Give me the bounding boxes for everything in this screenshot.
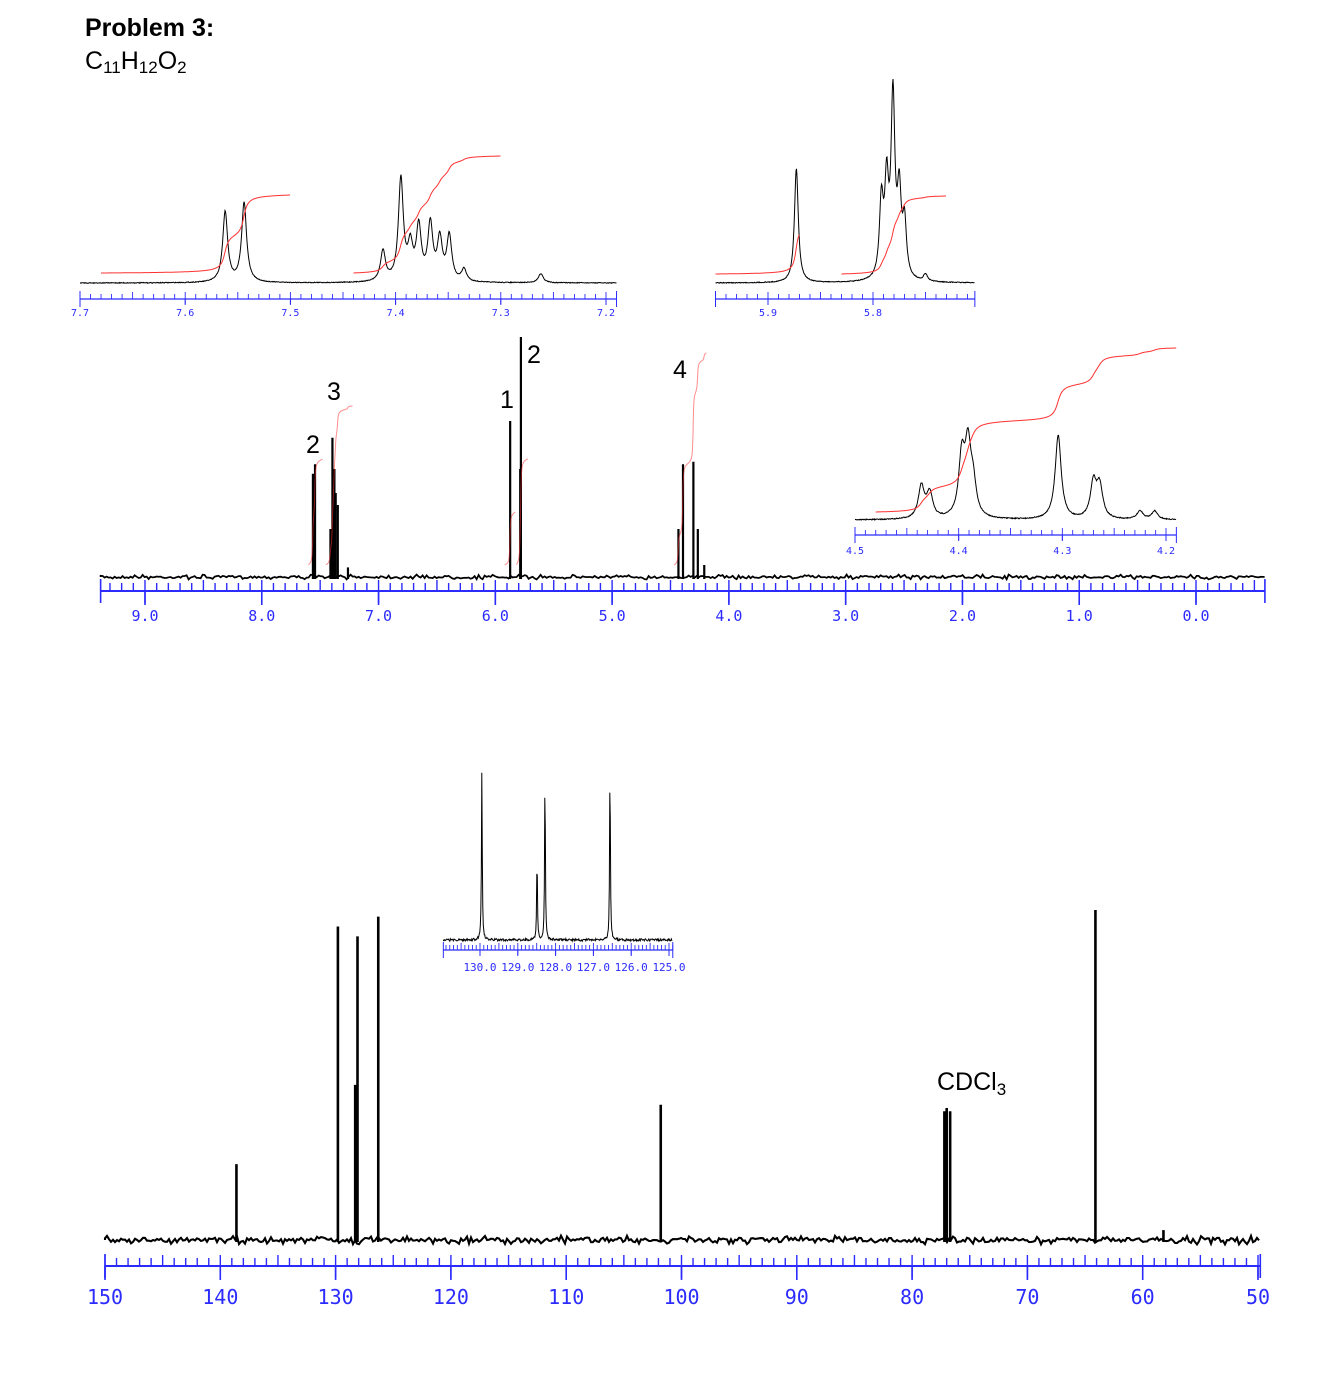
tick-label: 5.9: [759, 308, 777, 319]
tick-label: 2.0: [949, 607, 976, 625]
tick-label: 4.3: [1053, 546, 1071, 557]
tick-label: 3.0: [832, 607, 859, 625]
spectrum-h1: 9.0 8.0 7.0 6.0 5.0 4.0 3.0 2.0 1.0 0.023 124: [99, 337, 1266, 625]
tick-label: 129.0: [501, 961, 534, 974]
integral-label: 3: [327, 378, 341, 406]
tick-label: 140: [202, 1285, 238, 1309]
tick-label: 7.6: [176, 308, 194, 319]
solvent-label: CDCl3: [937, 1068, 1006, 1099]
tick-label: 6.0: [482, 607, 509, 625]
tick-label: 7.2: [597, 308, 615, 319]
spectrum-trace: [715, 78, 975, 284]
integral-curve: [673, 352, 707, 566]
spectrum-c13_inset: 130.0 129.0 128.0 127.0 126.0 125.0: [442, 772, 686, 974]
tick-label: 50: [1246, 1285, 1270, 1309]
tick-label: 60: [1131, 1285, 1155, 1309]
integral-curve: [353, 155, 501, 274]
tick-label: 126.0: [615, 961, 648, 974]
tick-label: 90: [785, 1285, 809, 1309]
molecular-formula: C11H12O2: [85, 47, 187, 78]
spectrum-c13: 150 140 130 120 110 100 90 80 70 60 50 CDCl3: [87, 910, 1270, 1309]
tick-label: 4.0: [715, 607, 742, 625]
problem-title: Problem 3:: [85, 14, 215, 42]
tick-label: 128.0: [539, 961, 572, 974]
formula-o-count: 2: [177, 58, 187, 77]
tick-label: 4.4: [950, 546, 968, 557]
tick-label: 8.0: [248, 607, 275, 625]
integral-label: 4: [673, 356, 687, 384]
integral-curve: [715, 234, 800, 275]
tick-label: 110: [548, 1285, 584, 1309]
formula-o: O: [157, 47, 178, 75]
formula-c-count: 11: [103, 58, 121, 77]
integral-curve: [504, 511, 516, 566]
baseline-trace: [103, 1232, 1260, 1248]
integral-curve: [308, 458, 323, 566]
integral-curve: [875, 347, 1177, 513]
integral-curve: [515, 458, 529, 565]
formula-h: H: [120, 47, 139, 75]
integral-curve: [101, 194, 290, 274]
tick-label: 5.0: [599, 607, 626, 625]
spectrum-trace: [80, 174, 617, 285]
tick-label: 4.2: [1157, 546, 1175, 557]
formula-c: C: [85, 47, 104, 75]
tick-label: 0.0: [1182, 607, 1209, 625]
formula-h-count: 12: [138, 58, 158, 77]
tick-label: 100: [663, 1285, 699, 1309]
tick-label: 150: [87, 1285, 123, 1309]
tick-label: 7.7: [71, 308, 89, 319]
integral-curve: [841, 195, 946, 275]
spectrum-trace: [442, 772, 673, 943]
tick-label: 7.5: [281, 308, 299, 319]
spectrum-h1_inset_vinyl: 5.9 5.8: [715, 78, 976, 319]
tick-label: 9.0: [131, 607, 158, 625]
tick-label: 120: [433, 1285, 469, 1309]
tick-label: 80: [900, 1285, 924, 1309]
tick-label: 7.3: [492, 308, 510, 319]
tick-label: 7.0: [365, 607, 392, 625]
spectrum-trace: [854, 426, 1177, 521]
tick-label: 130: [318, 1285, 354, 1309]
integral-label: 1: [500, 386, 514, 414]
spectrum-h1_inset_ch2: 4.5 4.4 4.3 4.2: [846, 347, 1177, 557]
tick-label: 127.0: [577, 961, 610, 974]
tick-label: 70: [1015, 1285, 1039, 1309]
integral-label: 2: [527, 341, 541, 369]
spectrum-h1_inset_aromatic: 7.7 7.6 7.5 7.4 7.3 7.2: [71, 155, 618, 319]
integral-label: 2: [306, 431, 320, 459]
tick-label: 4.5: [846, 546, 864, 557]
tick-label: 125.0: [652, 961, 685, 974]
tick-label: 130.0: [463, 961, 496, 974]
tick-label: 5.8: [864, 308, 882, 319]
integral-curve: [325, 405, 353, 566]
tick-label: 7.4: [387, 308, 405, 319]
baseline-trace: [99, 572, 1265, 582]
tick-label: 1.0: [1066, 607, 1093, 625]
